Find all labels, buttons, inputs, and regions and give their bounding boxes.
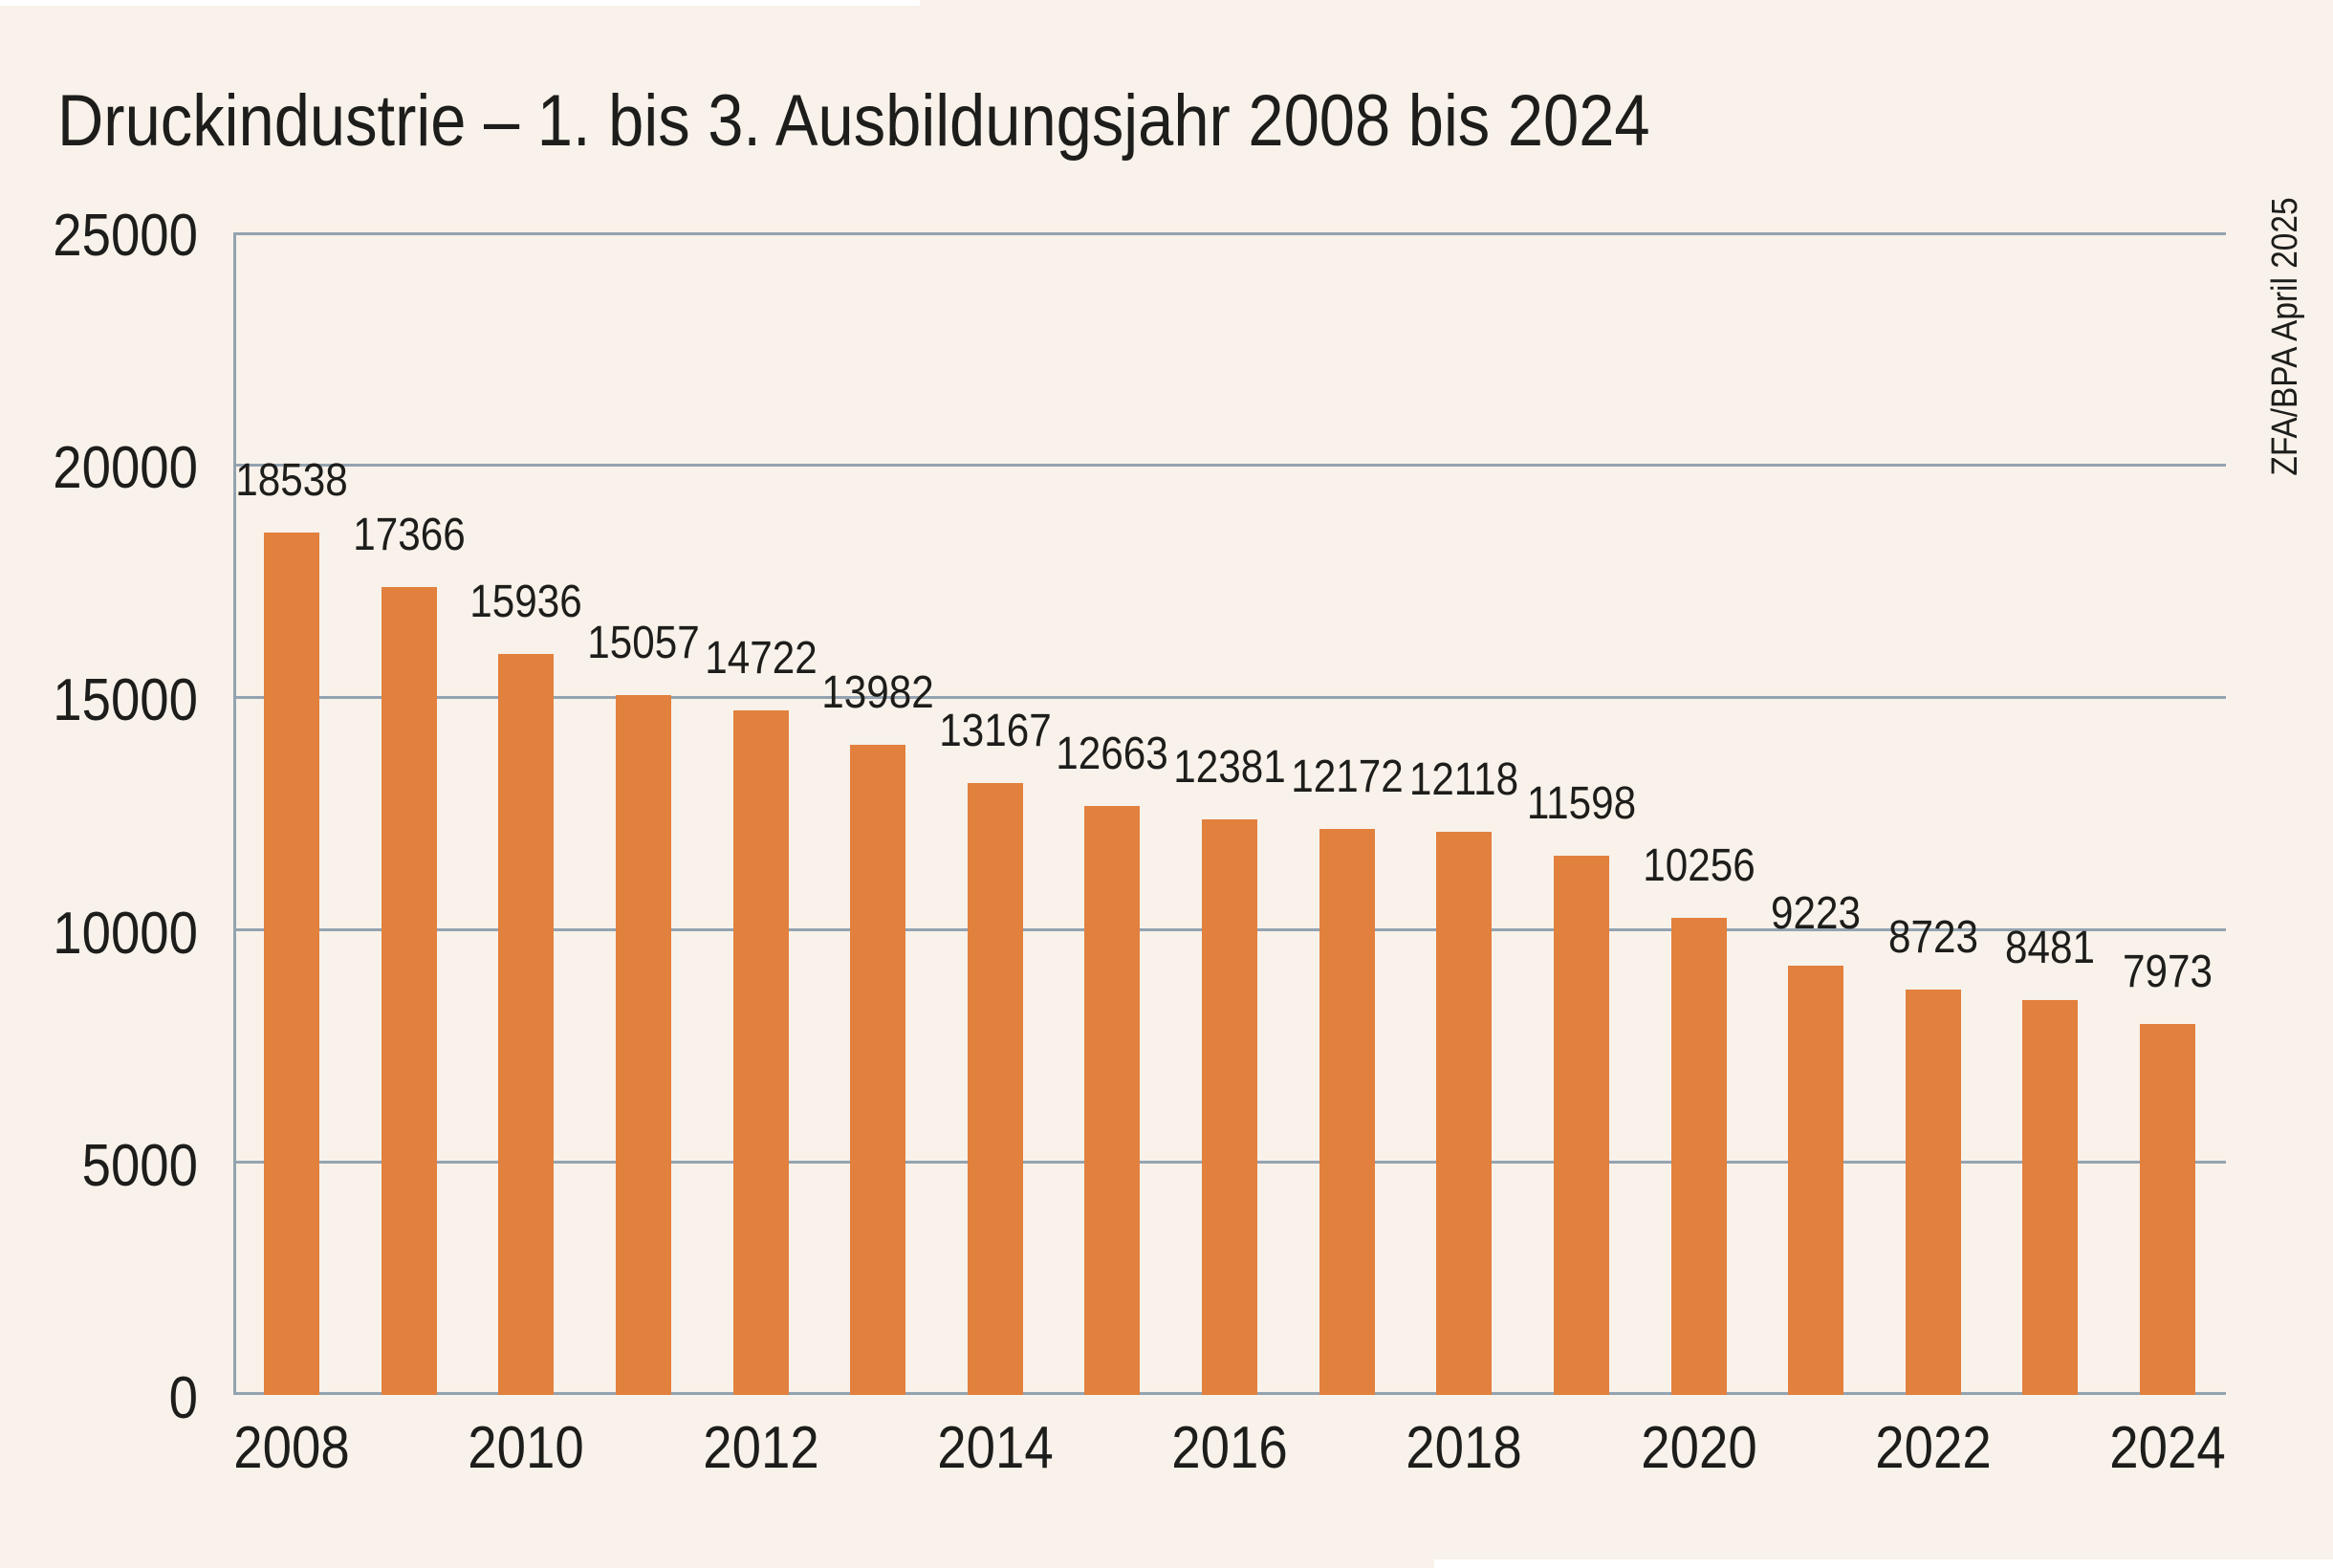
bar-value-label: 12118 [1408,754,1519,805]
x-tick-label: 2012 [703,1415,819,1481]
x-tick-label: 2014 [937,1415,1054,1481]
bar [1788,966,1843,1395]
x-tick-label: 2024 [2109,1415,2226,1481]
bar [1436,832,1492,1395]
grid-line [233,464,2226,467]
bar [1084,806,1140,1395]
bar-value-label: 17366 [353,510,466,560]
bar [1319,829,1375,1395]
y-tick-label: 25000 [53,203,199,269]
bar [382,587,437,1395]
bar-value-label: 12381 [1173,742,1286,793]
bar [498,654,554,1395]
bar [1671,918,1727,1395]
source-note: ZFA/BPA April 2025 [2265,197,2305,476]
bar [733,710,789,1395]
y-tick-label: 20000 [53,435,199,501]
x-tick-label: 2018 [1406,1415,1522,1481]
bar [264,533,319,1395]
grid-line [233,696,2226,699]
bar [850,745,905,1395]
y-tick-label: 5000 [81,1133,198,1199]
x-tick-label: 2010 [468,1415,584,1481]
bar-value-label: 12663 [1056,729,1168,779]
bar-value-label: 15057 [587,618,700,668]
y-axis-line [233,232,236,1395]
y-tick-label: 10000 [53,901,199,967]
bar-value-label: 12172 [1291,751,1404,802]
y-tick-label: 0 [168,1365,198,1431]
bar [1906,990,1961,1395]
bar-value-label: 9223 [1771,888,1861,939]
bar [1202,819,1257,1395]
bar-value-label: 10256 [1643,840,1755,891]
y-tick-label: 15000 [53,667,199,733]
x-tick-label: 2016 [1171,1415,1288,1481]
bar-value-label: 13982 [821,667,934,718]
bar [968,783,1023,1395]
x-tick-label: 2022 [1875,1415,1992,1481]
bar-value-label: 8723 [1888,912,1978,963]
bar-value-label: 7973 [2123,947,2213,997]
x-tick-label: 2020 [1641,1415,1757,1481]
bar-value-label: 15936 [469,577,582,627]
bar-value-label: 11598 [1526,778,1637,829]
bar-value-label: 14722 [705,633,818,684]
plot-top-line [233,232,2226,235]
bar [2022,1000,2078,1395]
bar [2140,1024,2195,1395]
bar [1554,856,1609,1395]
bar [616,695,671,1395]
bar-value-label: 18538 [235,455,348,506]
bar-value-label: 13167 [939,706,1052,756]
top-edge-strip [0,0,920,6]
bottom-edge-strip [1434,1559,2333,1568]
x-tick-label: 2008 [233,1415,350,1481]
bar-value-label: 8481 [2005,923,2095,973]
plot-area: 18538 17366 15936 15057 14722 13982 13167 12663… [233,232,2226,1395]
chart-title: Druckindustrie – 1. bis 3. Ausbildungsja… [57,80,1650,162]
